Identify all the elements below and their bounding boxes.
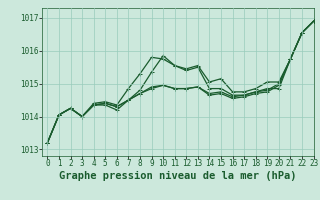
X-axis label: Graphe pression niveau de la mer (hPa): Graphe pression niveau de la mer (hPa) <box>59 171 296 181</box>
